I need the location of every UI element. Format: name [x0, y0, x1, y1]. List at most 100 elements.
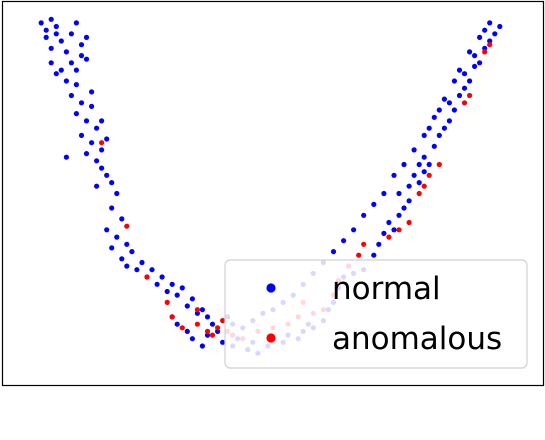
point-anomalous-21: [356, 252, 362, 258]
point-normal-53: [169, 281, 175, 287]
point-anomalous-7: [209, 332, 216, 338]
point-normal-61: [204, 314, 211, 320]
point-anomalous-0: [99, 140, 105, 146]
point-normal-4: [43, 34, 49, 41]
point-anomalous-2: [164, 299, 170, 305]
point-normal-12: [78, 53, 85, 59]
point-normal-143: [341, 238, 347, 244]
point-normal-126: [482, 27, 488, 33]
point-normal-8: [78, 42, 85, 48]
point-normal-46: [124, 263, 130, 269]
point-normal-20: [68, 92, 74, 99]
point-anomalous-33: [487, 42, 493, 48]
point-normal-34: [104, 172, 110, 178]
point-normal-14: [83, 56, 90, 62]
point-normal-132: [436, 107, 442, 113]
point-normal-112: [451, 107, 457, 113]
point-normal-32: [94, 158, 100, 164]
point-normal-113: [446, 100, 452, 106]
point-anomalous-35: [194, 307, 200, 313]
point-normal-117: [461, 71, 468, 77]
point-normal-141: [361, 212, 367, 218]
point-normal-156: [48, 45, 54, 51]
point-normal-139: [381, 190, 387, 197]
point-anomalous-31: [467, 92, 473, 99]
point-normal-102: [411, 172, 417, 178]
point-anomalous-25: [406, 219, 412, 226]
point-normal-13: [73, 67, 79, 73]
point-normal-55: [174, 292, 180, 298]
point-anomalous-8: [215, 325, 221, 331]
point-normal-129: [456, 67, 463, 73]
point-normal-38: [109, 205, 115, 211]
legend-label-anomalous: anomalous: [332, 321, 502, 357]
point-anomalous-5: [194, 321, 200, 327]
point-normal-26: [78, 132, 85, 138]
point-anomalous-34: [124, 223, 130, 229]
point-normal-56: [179, 285, 185, 291]
point-normal-92: [371, 252, 377, 258]
point-normal-41: [114, 234, 120, 240]
point-normal-16: [48, 60, 54, 66]
point-normal-36: [94, 183, 100, 189]
point-normal-19: [73, 82, 79, 88]
point-normal-101: [406, 183, 412, 189]
point-normal-37: [114, 190, 120, 197]
point-normal-116: [467, 78, 473, 84]
legend-marker-anomalous: [266, 333, 276, 343]
point-normal-69: [215, 328, 221, 334]
point-normal-64: [174, 321, 180, 327]
point-normal-31: [83, 151, 90, 157]
point-normal-30: [63, 154, 69, 160]
point-normal-59: [194, 310, 200, 316]
point-normal-105: [416, 161, 422, 168]
point-normal-18: [63, 78, 69, 84]
point-normal-17: [53, 71, 59, 77]
point-normal-3: [53, 23, 59, 30]
point-normal-93: [376, 241, 382, 247]
point-normal-0: [38, 20, 44, 26]
point-normal-49: [149, 267, 155, 273]
point-normal-2: [48, 16, 54, 22]
point-normal-119: [477, 60, 483, 66]
point-normal-115: [461, 85, 468, 91]
point-normal-144: [330, 249, 337, 255]
point-normal-29: [104, 136, 110, 142]
point-normal-94: [381, 230, 387, 236]
point-normal-5: [58, 38, 64, 44]
point-normal-123: [492, 31, 498, 37]
point-anomalous-3: [169, 314, 175, 320]
point-normal-142: [351, 227, 357, 233]
point-normal-130: [451, 78, 457, 84]
point-anomalous-9: [220, 318, 226, 324]
point-anomalous-6: [204, 328, 211, 334]
point-normal-125: [487, 20, 493, 26]
point-normal-67: [199, 343, 205, 349]
point-normal-35: [109, 180, 115, 186]
point-normal-122: [487, 38, 493, 44]
legend-marker-normal: [266, 283, 276, 293]
point-normal-127: [477, 34, 483, 41]
point-normal-60: [199, 307, 205, 313]
point-normal-57: [189, 296, 195, 302]
point-normal-11: [68, 60, 74, 66]
point-anomalous-24: [396, 227, 402, 233]
point-normal-45: [119, 256, 125, 262]
point-normal-108: [431, 143, 437, 149]
point-normal-23: [73, 111, 79, 117]
point-normal-65: [184, 328, 190, 334]
point-normal-138: [391, 172, 397, 178]
point-normal-98: [401, 205, 407, 211]
point-anomalous-27: [421, 183, 427, 189]
point-normal-24: [83, 118, 90, 124]
point-anomalous-1: [144, 274, 150, 280]
point-normal-99: [406, 198, 412, 204]
point-normal-100: [396, 190, 402, 197]
point-anomalous-28: [426, 172, 432, 178]
point-normal-159: [99, 118, 105, 124]
point-normal-42: [124, 241, 130, 247]
point-normal-15: [58, 67, 64, 73]
point-anomalous-32: [482, 49, 488, 55]
legend: normal anomalous: [224, 259, 528, 369]
